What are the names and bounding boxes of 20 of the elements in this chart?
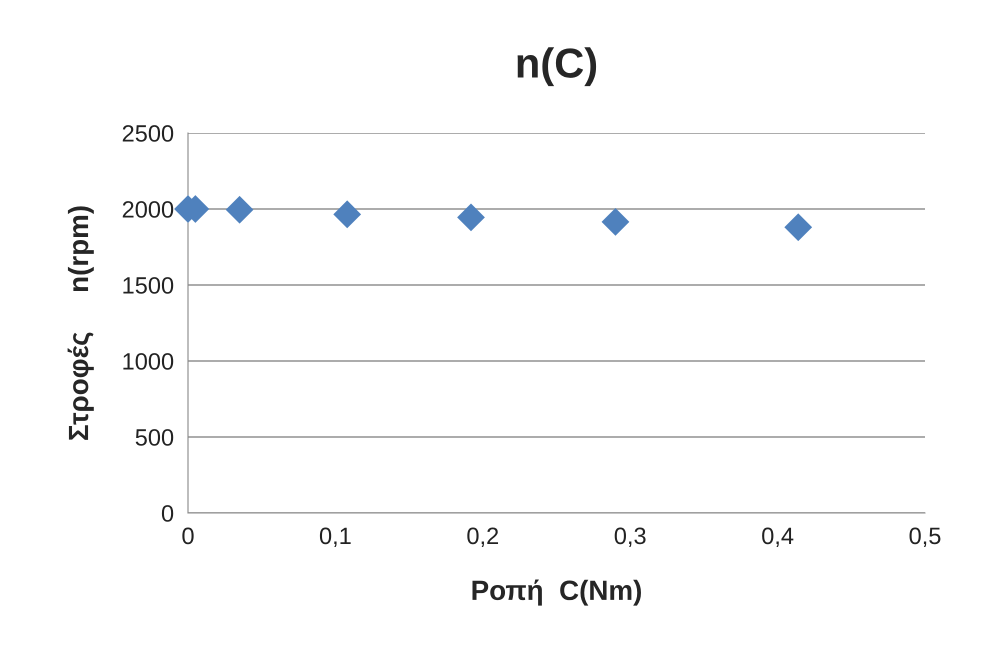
- point: [784, 213, 812, 242]
- x-tick-label: 0: [182, 528, 194, 544]
- y-tick-label: 0: [162, 505, 174, 522]
- point: [457, 203, 485, 232]
- x-tick-label: 0,3: [614, 528, 646, 548]
- x-tick-label: 0,5: [910, 528, 940, 548]
- chart-title: n(C): [518, 47, 596, 86]
- y-tick-label: 2000: [122, 201, 174, 218]
- x-tick-label: 0,4: [762, 528, 794, 548]
- x-tick-label: 0,1: [320, 528, 351, 548]
- x-tick-label: 0,2: [467, 528, 498, 548]
- y-axis-title: Στροφές n(rpm): [68, 206, 94, 440]
- point: [226, 196, 254, 224]
- point: [602, 208, 630, 236]
- x-axis-title: Ροπή C(Nm): [472, 579, 641, 606]
- y-tick-label: 500: [136, 429, 174, 446]
- y-tick-label: 1000: [123, 353, 174, 370]
- y-tick-label: 2500: [122, 125, 174, 142]
- point: [333, 200, 362, 228]
- y-tick-label: 1500: [123, 277, 174, 294]
